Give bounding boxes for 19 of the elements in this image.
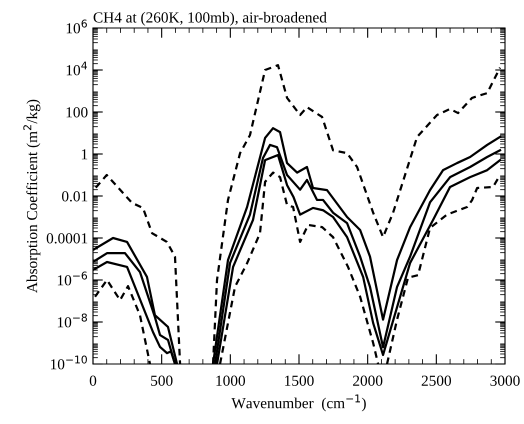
y-tick-label: 10$^{6}$ [66, 20, 87, 34]
y-tick-label: 10$^{−8}$ [58, 314, 87, 328]
x-tick-label: 2000 [353, 376, 382, 386]
y-tick-label: 0.0001 [46, 233, 88, 244]
y-tick-label: 10$^{−10}$ [50, 356, 87, 370]
chart-title: CH4 at (260K, 100mb), air-broadened [94, 12, 327, 26]
y-axis-title: Absorption Coefficient (m$^{2}$/kg) [23, 100, 40, 293]
x-axis-title: Wavenumber (cm$^{−1}$) [231, 394, 366, 412]
y-tick-label: 10$^{−6}$ [58, 272, 88, 286]
y-tick-label: 10$^{4}$ [66, 62, 88, 76]
x-tick-label: 3000 [490, 376, 520, 386]
x-tick-label: 500 [151, 376, 173, 386]
x-tick-label: 1500 [285, 376, 314, 386]
y-tick-label: 0.01 [62, 191, 88, 202]
x-tick-label: 2500 [422, 376, 452, 386]
y-tick-label: 100 [66, 107, 88, 118]
y-tick-label: 1 [82, 149, 88, 160]
x-tick-label: 0 [90, 376, 96, 386]
x-tick-label: 1000 [216, 376, 246, 386]
